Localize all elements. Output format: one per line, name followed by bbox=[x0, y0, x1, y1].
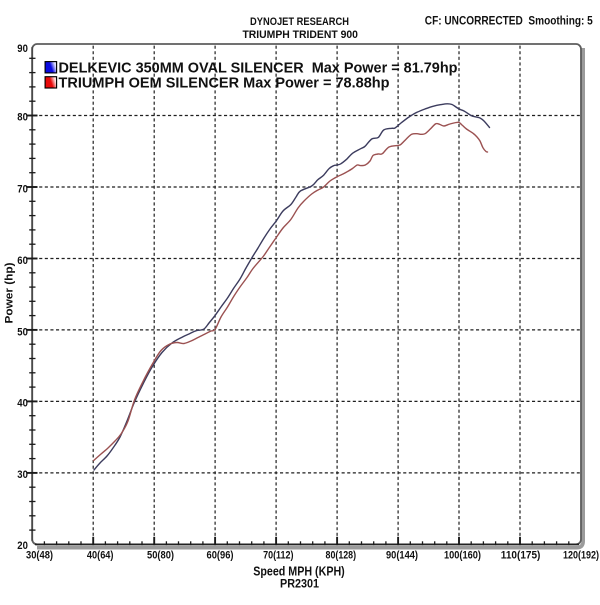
svg-text:PR2301: PR2301 bbox=[280, 579, 320, 591]
svg-text:120(192): 120(192) bbox=[563, 549, 599, 561]
svg-text:Speed MPH (KPH): Speed MPH (KPH) bbox=[253, 564, 345, 579]
svg-text:50(80): 50(80) bbox=[147, 549, 174, 561]
svg-text:70: 70 bbox=[17, 183, 28, 195]
svg-text:90: 90 bbox=[17, 43, 28, 55]
svg-text:110(175): 110(175) bbox=[501, 549, 541, 561]
svg-text:TRIUMPH OEM SILENCER Max Power: TRIUMPH OEM SILENCER Max Power = 78.88hp bbox=[59, 75, 390, 92]
svg-text:60(96): 60(96) bbox=[207, 549, 234, 561]
svg-text:100(160): 100(160) bbox=[444, 549, 481, 561]
svg-text:90(144): 90(144) bbox=[386, 549, 418, 561]
svg-text:80: 80 bbox=[17, 111, 28, 123]
svg-text:60: 60 bbox=[17, 255, 28, 267]
svg-text:40: 40 bbox=[17, 397, 28, 409]
svg-text:TRIUMPH TRIDENT 900: TRIUMPH TRIDENT 900 bbox=[242, 29, 358, 41]
svg-text:50: 50 bbox=[17, 326, 28, 338]
svg-text:40(64): 40(64) bbox=[87, 549, 114, 561]
svg-text:30: 30 bbox=[17, 469, 28, 481]
svg-text:20: 20 bbox=[17, 540, 28, 552]
svg-text:70(112): 70(112) bbox=[263, 549, 294, 561]
svg-text:80(128): 80(128) bbox=[326, 549, 357, 561]
svg-text:CF: UNCORRECTED Smoothing: 5: CF: UNCORRECTED Smoothing: 5 bbox=[425, 14, 593, 28]
svg-text:Power (hp): Power (hp) bbox=[4, 262, 16, 323]
svg-text:DELKEVIC 350MM OVAL SILENCER: DELKEVIC 350MM OVAL SILENCER Max Power =… bbox=[59, 60, 458, 77]
svg-text:30(48): 30(48) bbox=[26, 549, 53, 561]
svg-text:DYNOJET RESEARCH: DYNOJET RESEARCH bbox=[250, 16, 349, 28]
